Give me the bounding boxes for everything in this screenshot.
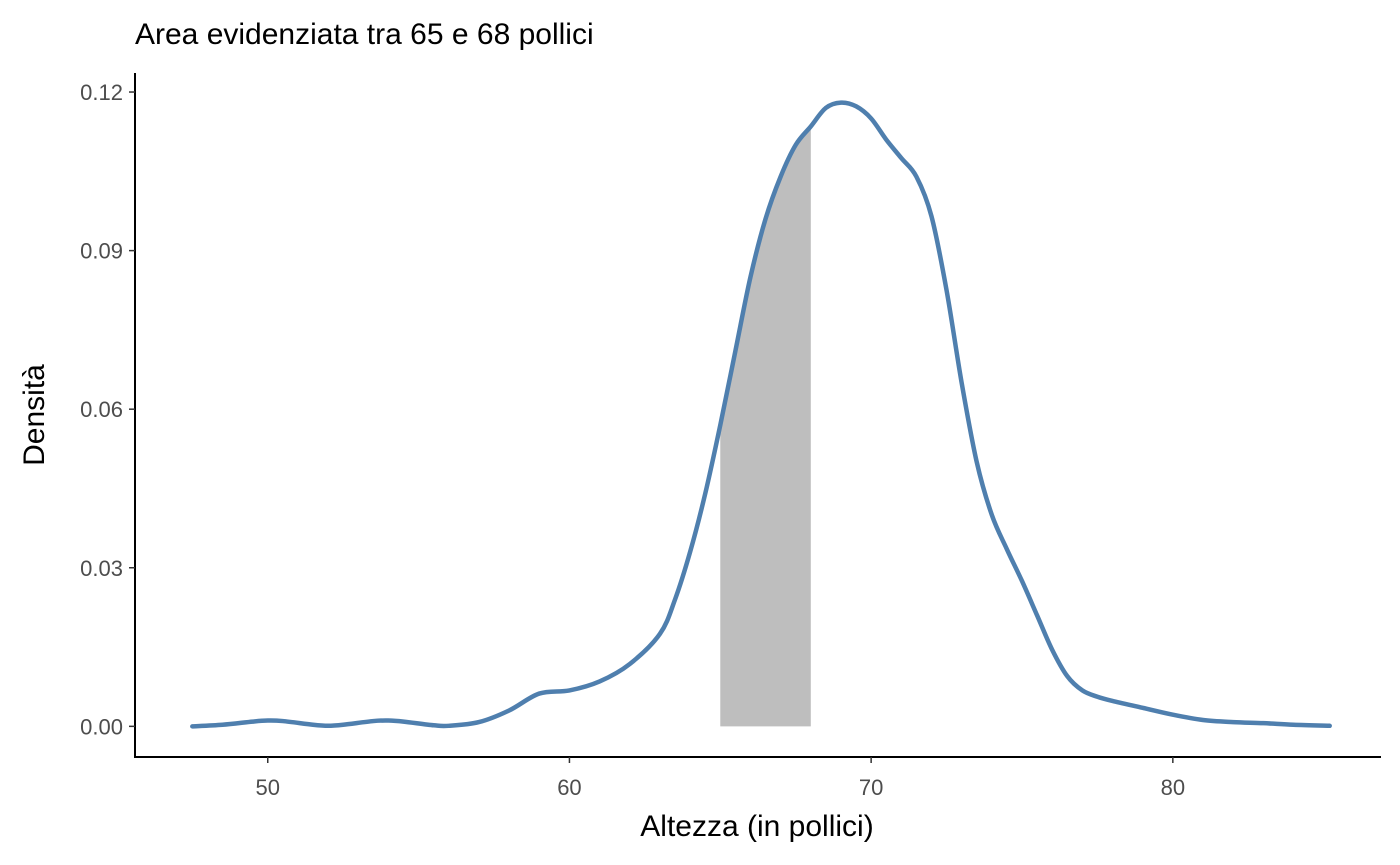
x-axis-ticks: 50 60 70 80	[256, 757, 1185, 800]
y-tick-label: 0.06	[80, 397, 123, 422]
y-tick-label: 0.03	[80, 556, 123, 581]
density-curve	[190, 100, 1332, 729]
x-tick-label: 60	[557, 775, 581, 800]
x-tick-label: 80	[1161, 775, 1185, 800]
x-axis-title: Altezza (in pollici)	[640, 810, 873, 843]
y-tick-label: 0.00	[80, 714, 123, 739]
y-axis-ticks: 0.00 0.03 0.06 0.09 0.12	[80, 80, 135, 739]
x-tick-label: 70	[859, 775, 883, 800]
highlighted-area	[720, 126, 811, 727]
y-axis-title: Densità	[18, 364, 51, 466]
highlight-area-layer	[720, 126, 811, 727]
y-tick-label: 0.09	[80, 239, 123, 264]
density-curve-layer	[190, 100, 1332, 729]
y-tick-label: 0.12	[80, 80, 123, 105]
x-tick-label: 50	[256, 775, 280, 800]
chart-title: Area evidenziata tra 65 e 68 pollici	[135, 18, 594, 51]
